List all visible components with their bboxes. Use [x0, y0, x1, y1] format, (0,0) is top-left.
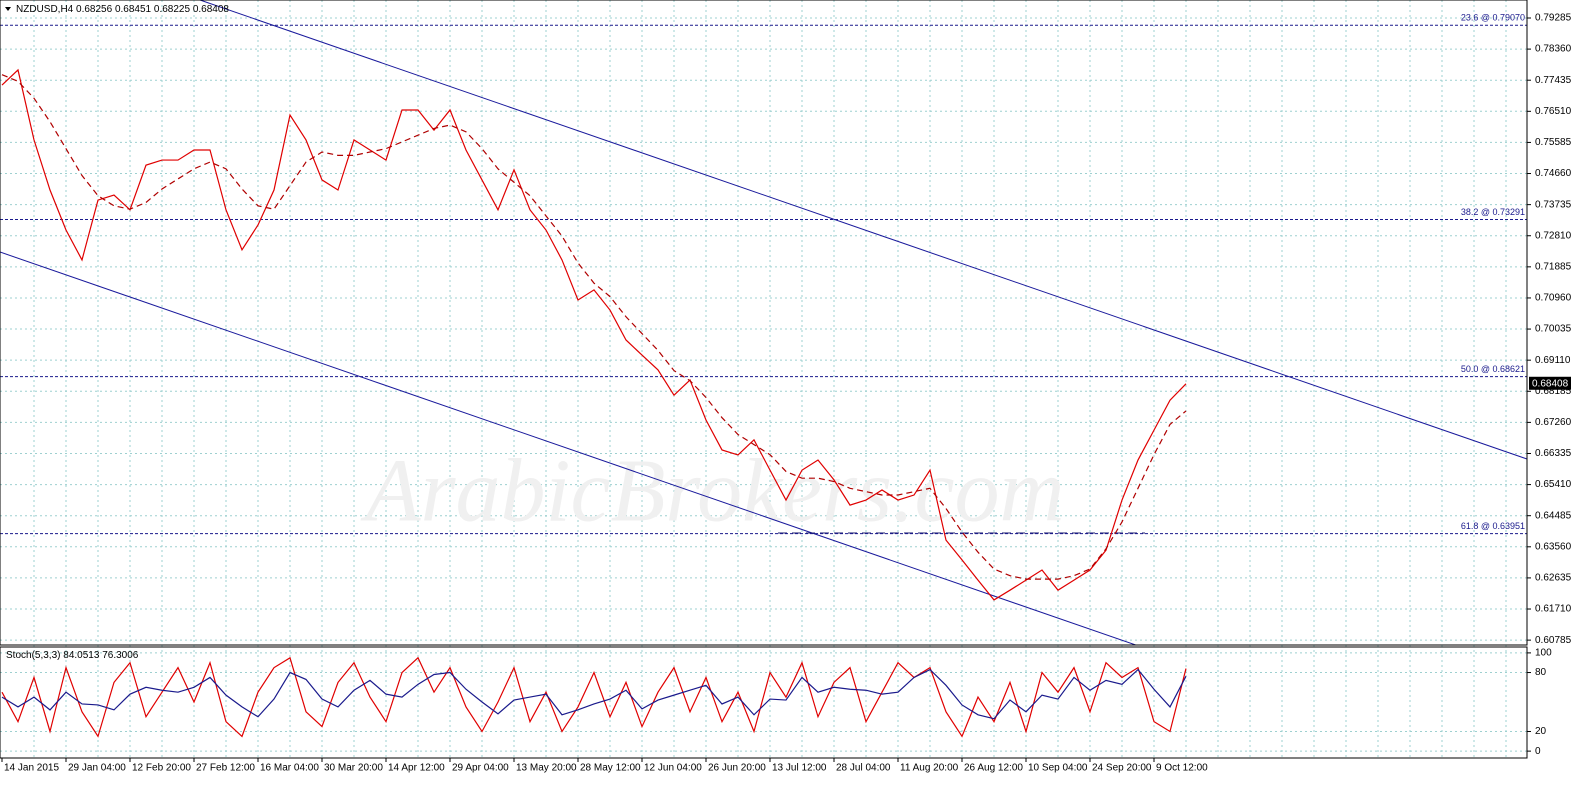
y-tick-label: 0.66335	[1535, 448, 1572, 459]
y-tick-label: 0.73735	[1535, 199, 1572, 210]
x-tick-label: 13 Jul 12:00	[772, 763, 827, 774]
main-frame	[0, 0, 1528, 646]
x-tick-label: 29 Jan 04:00	[68, 763, 126, 774]
y-tick-label: 0.76510	[1535, 106, 1572, 117]
y-tick-label: 0.68185	[1535, 386, 1572, 397]
close: 0.68408	[193, 4, 230, 15]
x-tick-label: 28 May 12:00	[580, 763, 641, 774]
y-tick-label: 0.67260	[1535, 417, 1572, 428]
x-tick-label: 13 May 20:00	[516, 763, 577, 774]
channel-upper	[199, 0, 1527, 460]
channel	[0, 0, 1527, 645]
stoch-title: Stoch(5,3,3)	[6, 650, 60, 661]
y-tick-label: 0.70035	[1535, 324, 1572, 335]
x-tick-label: 14 Apr 12:00	[388, 763, 445, 774]
fib-label: 61.8 @ 0.63951	[1461, 521, 1525, 531]
y-tick-label: 0.69110	[1535, 355, 1571, 366]
fib-label: 38.2 @ 0.73291	[1461, 207, 1525, 217]
moving-average	[1, 74, 1187, 580]
plot: 23.6 @ 0.79070 38.2 @ 0.73291 50.0 @ 0.686…	[0, 13, 1527, 738]
y-tick-label: 0.61710	[1535, 604, 1572, 615]
series-group	[1, 68, 1187, 601]
x-tick-label: 27 Feb 12:00	[196, 763, 255, 774]
high: 0.68451	[115, 4, 152, 15]
current-price-label: 0.68408	[1532, 378, 1569, 389]
price-line	[1, 68, 1187, 601]
x-tick-label: 14 Jan 2015	[4, 763, 59, 774]
x-tick-label: 30 Mar 20:00	[324, 763, 383, 774]
y-tick-label: 0.71885	[1535, 261, 1572, 272]
y-tick-label: 0.70960	[1535, 293, 1572, 304]
symbol: NZDUSD,H4	[16, 4, 74, 15]
y-tick-label: 20	[1535, 726, 1547, 737]
x-tick-label: 9 Oct 12:00	[1156, 763, 1208, 774]
x-tick-label: 12 Feb 20:00	[132, 763, 191, 774]
x-tick-label: 16 Mar 04:00	[260, 763, 319, 774]
price-line	[1, 668, 1187, 720]
y-tick-label: 0.78360	[1535, 44, 1572, 55]
stoch-header: Stoch(5,3,3) 84.0513 76.3006	[6, 650, 139, 661]
y-tick-label: 0.65410	[1535, 479, 1572, 490]
x-tick-label: 11 Aug 20:00	[900, 763, 959, 774]
x-tick-label: 24 Sep 20:00	[1092, 763, 1152, 774]
open: 0.68256	[76, 4, 113, 15]
grid	[0, 0, 1527, 758]
y-tick-label: 0.79285	[1535, 13, 1572, 24]
watermark: ArabicBrokers.com	[361, 442, 1065, 541]
x-tick-label: 10 Sep 04:00	[1028, 763, 1088, 774]
stoch-frame	[0, 646, 1528, 759]
y-tick-label: 0.60785	[1535, 635, 1572, 646]
menu-arrow[interactable]	[5, 7, 11, 11]
x-tick-label: 28 Jul 04:00	[836, 763, 891, 774]
series-group	[1, 656, 1187, 738]
y-tick-label: 80	[1535, 667, 1547, 678]
y-tick-label: 100	[1535, 648, 1552, 659]
header: NZDUSD,H4 0.68256 0.68451 0.68225 0.6840…	[16, 4, 229, 15]
x-tick-label: 29 Apr 04:00	[452, 763, 509, 774]
y-tick-label: 0.72810	[1535, 230, 1572, 241]
low: 0.68225	[154, 4, 191, 15]
x-tick-label: 26 Aug 12:00	[964, 763, 1023, 774]
y-tick-label: 0	[1535, 746, 1541, 757]
y-tick-label: 0.77435	[1535, 75, 1572, 86]
y-tick-label: 0.62635	[1535, 573, 1572, 584]
x-tick-label: 26 Jun 20:00	[708, 763, 766, 774]
stoch-d: 76.3006	[102, 650, 139, 661]
y-tick-label: 0.64485	[1535, 510, 1572, 521]
fib-label: 23.6 @ 0.79070	[1461, 13, 1525, 23]
stoch-k: 84.0513	[63, 650, 100, 661]
price-line	[1, 656, 1187, 738]
y-tick-label: 0.75585	[1535, 137, 1572, 148]
y-tick-label: 0.74660	[1535, 168, 1572, 179]
y-tick-label: 0.63560	[1535, 541, 1572, 552]
fib-label: 50.0 @ 0.68621	[1461, 364, 1525, 374]
channel-lower	[0, 251, 1138, 645]
current-price-box	[1529, 376, 1571, 390]
x-tick-label: 12 Jun 04:00	[644, 763, 702, 774]
